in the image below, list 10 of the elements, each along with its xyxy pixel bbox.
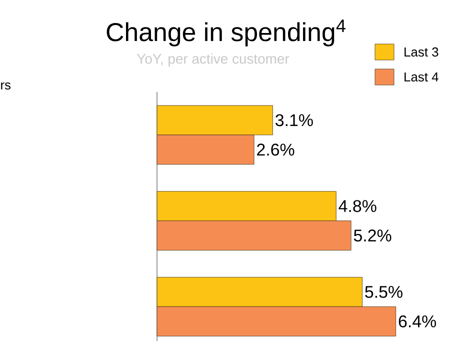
- data-label: 6.4%: [398, 315, 436, 328]
- data-label: 5.2%: [354, 230, 392, 242]
- data-label: 2.6%: [257, 144, 294, 156]
- legend-label: Last 3: [404, 47, 438, 57]
- chart-title: Change in spending$^{4}$: [106, 20, 346, 46]
- text: rs: [1, 82, 11, 90]
- legend-label: Last 4: [404, 72, 438, 82]
- data-label: 4.8%: [338, 200, 376, 212]
- data-label: 3.1%: [276, 114, 313, 126]
- data-label: 5.5%: [365, 286, 402, 298]
